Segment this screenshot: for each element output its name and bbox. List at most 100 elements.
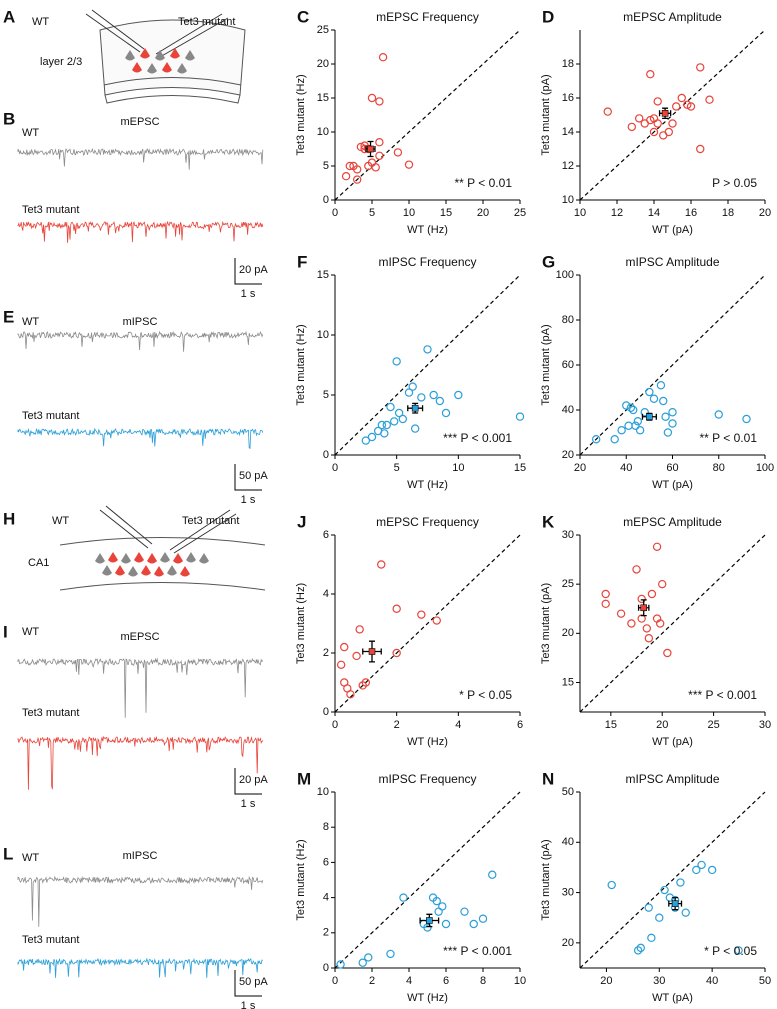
data-point <box>361 436 371 445</box>
stat-annotation: * P < 0.05 <box>459 688 512 702</box>
data-point <box>640 408 649 417</box>
data-point <box>423 923 432 932</box>
data-point <box>628 405 638 415</box>
identity-line <box>579 791 766 969</box>
data-point <box>377 560 386 569</box>
y-tick-label: 20 <box>562 449 574 461</box>
identity-line <box>579 534 766 713</box>
x-axis-label: WT (Hz) <box>407 479 448 491</box>
y-tick-label: 10 <box>317 329 329 341</box>
scale-bar <box>234 970 262 997</box>
trace <box>17 330 264 352</box>
data-point <box>707 865 717 875</box>
data-point <box>653 97 662 106</box>
panel-letter: I <box>3 622 8 641</box>
data-point <box>438 902 447 911</box>
panel-letter: J <box>297 512 306 531</box>
data-point <box>423 345 432 354</box>
y-tick-label: 10 <box>317 786 329 798</box>
data-point <box>661 412 670 421</box>
scale-label: 20 pA <box>239 264 268 276</box>
ca1-neurons <box>95 552 209 577</box>
data-point <box>410 424 420 433</box>
y-tick-label: 10 <box>317 126 329 138</box>
data-point <box>353 175 362 184</box>
scale-label: 1 s <box>241 288 256 300</box>
data-point <box>672 102 681 111</box>
panel-letter: N <box>542 769 554 788</box>
data-point <box>656 381 666 390</box>
y-axis-label: Tet3 mutant (pA) <box>540 74 552 155</box>
data-point <box>636 943 645 953</box>
data-point <box>642 624 652 633</box>
data-point <box>432 616 441 625</box>
scale-bar <box>234 258 262 285</box>
y-tick-label: 80 <box>562 314 574 326</box>
data-point <box>353 165 362 174</box>
stat-annotation: P > 0.05 <box>712 176 757 190</box>
x-tick-label: 6 <box>517 719 523 731</box>
x-tick-label: 5 <box>369 207 375 219</box>
data-point <box>371 163 380 172</box>
mean-marker <box>661 110 669 117</box>
data-point <box>341 171 351 181</box>
data-point <box>652 542 662 552</box>
trace-label: WT <box>22 626 39 638</box>
stat-annotation: *** P < 0.001 <box>443 944 512 958</box>
x-tick-label: 12 <box>611 207 623 219</box>
y-tick-label: 4 <box>323 588 329 600</box>
diagram-label: Tet3 mutant <box>178 16 235 28</box>
data-point <box>647 589 657 599</box>
x-tick-label: 2 <box>369 975 375 987</box>
x-tick-label: 25 <box>707 719 719 731</box>
trace-label: Tet3 mutant <box>22 204 79 216</box>
data-point <box>658 579 667 589</box>
data-point <box>382 420 391 430</box>
stat-annotation: * P < 0.05 <box>704 944 757 958</box>
y-tick-label: 6 <box>323 856 329 868</box>
scale-label: 1 s <box>241 1000 256 1009</box>
x-tick-label: 40 <box>706 975 718 987</box>
data-point <box>617 426 626 435</box>
trace <box>17 875 264 927</box>
x-tick-label: 10 <box>403 207 415 219</box>
data-point <box>515 412 525 421</box>
trace-title: mEPSC <box>120 631 159 643</box>
trace <box>17 735 264 790</box>
data-point <box>591 435 601 444</box>
x-tick-label: 100 <box>756 462 774 474</box>
y-tick-label: 30 <box>562 529 574 541</box>
panel-letter: E <box>3 307 14 326</box>
y-tick-label: 0 <box>323 194 329 206</box>
data-point <box>610 435 619 444</box>
y-tick-label: 25 <box>562 578 574 590</box>
data-point <box>692 865 701 875</box>
data-point <box>352 651 361 661</box>
panel-letter: F <box>297 252 307 271</box>
x-tick-label: 20 <box>477 207 489 219</box>
panel-letter: L <box>3 844 13 863</box>
data-point <box>676 878 685 887</box>
data-point <box>714 410 723 419</box>
x-axis-label: WT (Hz) <box>407 736 448 748</box>
data-point <box>367 93 377 103</box>
x-axis-label: WT (Hz) <box>407 224 448 236</box>
x-tick-label: 8 <box>480 975 486 987</box>
data-point <box>686 102 696 111</box>
mean-marker <box>411 404 419 412</box>
data-point <box>637 594 646 604</box>
x-tick-label: 80 <box>713 462 725 474</box>
y-tick-label: 20 <box>562 937 574 949</box>
data-point <box>633 417 643 426</box>
data-point <box>668 119 677 128</box>
data-point <box>375 137 384 147</box>
y-tick-label: 4 <box>323 892 329 904</box>
data-point <box>681 908 690 917</box>
x-tick-label: 10 <box>574 207 586 219</box>
data-point <box>392 648 401 658</box>
x-tick-label: 15 <box>514 462 526 474</box>
data-point <box>697 860 706 870</box>
trace-label: WT <box>22 127 39 139</box>
x-tick-label: 14 <box>648 207 660 219</box>
